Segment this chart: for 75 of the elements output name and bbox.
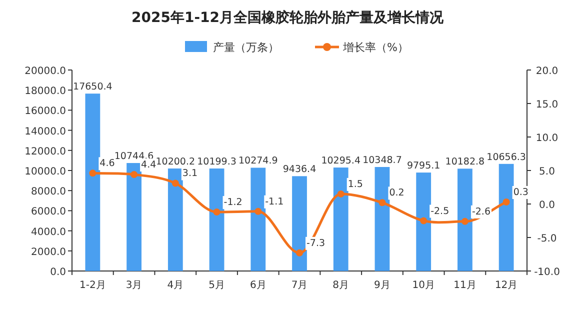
data-label: 10274.9 [238,156,278,167]
data-label: 3.1 [182,168,198,180]
data-label: 10182.8 [445,156,485,168]
bar [458,168,472,271]
bar [416,172,432,271]
bar [168,168,183,271]
data-label: 10295.4 [321,156,361,167]
data-label: -7.3 [306,238,326,249]
x-tick-label: 7月 [291,280,308,291]
bar [374,166,390,271]
y2-tick-label: 5.0 [539,166,555,178]
data-label: 4.6 [100,158,115,170]
legend-label: 产量（万条） [213,41,279,54]
y-tick-label: 12000.0 [24,146,66,158]
x-tick-label: 5月 [208,280,225,291]
point [130,171,138,178]
y-tick-label: 18000.0 [24,86,66,98]
bar [498,164,514,271]
y2-tick-label: 15.0 [536,100,558,110]
y-tick-label: 4000.0 [31,226,66,238]
data-label: 10656.3 [486,152,526,163]
y-tick-label: 0.0 [50,267,66,278]
bar [333,168,348,271]
bar [250,168,266,271]
data-label: 10348.7 [362,154,402,166]
point [420,217,428,224]
bar [292,176,307,271]
y2-tick-label: 20.0 [536,66,558,77]
x-tick-label: 1-2月 [80,280,106,291]
data-label: 17650.4 [73,82,112,93]
point [172,180,179,187]
bar [126,163,142,271]
data-label: 4.4 [141,160,156,171]
data-label: 0.3 [513,186,528,198]
bar [85,94,100,271]
x-tick-label: 3月 [126,280,142,291]
data-label: -1.2 [224,197,242,208]
y2-tick-label: -5.0 [537,234,557,244]
y-tick-label: 20000.0 [24,66,66,77]
data-label: 10200.2 [156,156,196,168]
point [378,199,386,206]
data-label: 1.5 [348,178,363,190]
point [213,208,220,216]
y-tick-label: 8000.0 [31,186,66,198]
x-tick-label: 10月 [412,280,435,291]
data-label: -2.5 [430,206,450,217]
x-tick-label: 6月 [250,280,266,291]
data-label: 9436.4 [282,164,316,176]
point [502,198,510,206]
x-tick-label: 4月 [167,280,184,291]
point [461,218,468,225]
y-tick-label: 2000.0 [31,246,66,258]
data-label: -1.1 [265,196,284,208]
x-tick-label: 11月 [454,280,476,291]
y-tick-label: 6000.0 [31,206,66,218]
point [89,170,96,177]
data-label: -2.6 [472,206,490,218]
point [337,190,344,198]
x-tick-label: 9月 [374,280,390,291]
x-tick-label: 12月 [494,280,518,291]
data-label: 0.2 [389,188,404,199]
data-label: 9795.1 [406,160,440,172]
y2-tick-label: 10.0 [536,133,558,144]
bar [209,168,224,271]
chart-title: 2025年1-12月全国橡胶轮胎外胎产量及增长情况 [132,9,444,26]
legend-label: 增长率（%） [342,41,408,54]
y-tick-label: 10000.0 [24,166,66,178]
point [254,208,262,215]
y2-tick-label: 0.0 [539,200,555,211]
y-tick-label: 16000.0 [24,106,66,118]
data-label: 10199.3 [197,156,236,168]
point [296,249,303,256]
y-tick-label: 14000.0 [24,126,66,138]
x-tick-label: 8月 [332,280,350,291]
y2-tick-label: -10.0 [534,267,560,278]
